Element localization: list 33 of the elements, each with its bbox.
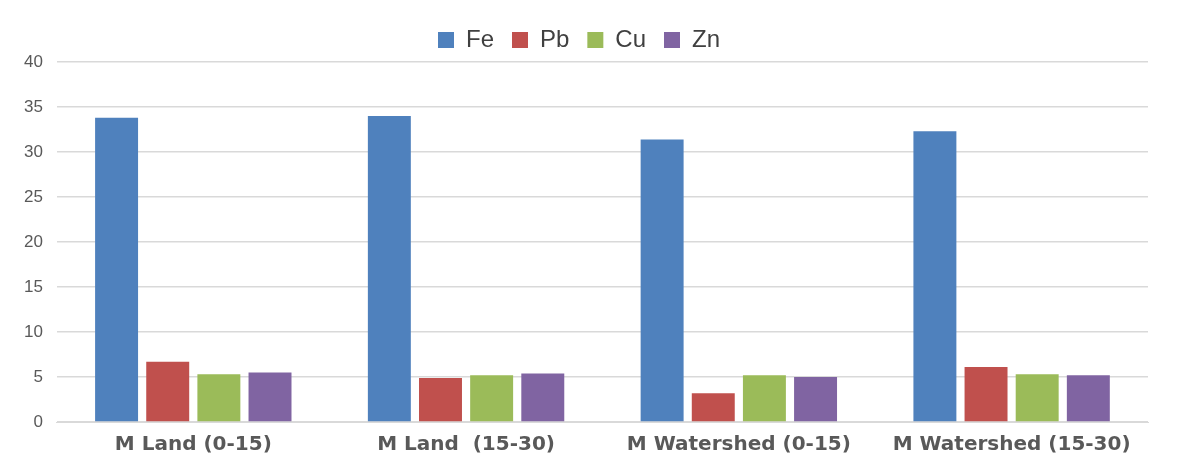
y-tick-label: 15 xyxy=(23,276,43,296)
x-tick-label: M Land (15-30) xyxy=(377,431,555,456)
x-tick-label: M Land (0-15) xyxy=(114,431,272,456)
legend-label: Cu xyxy=(615,24,647,52)
bar xyxy=(248,372,292,422)
y-tick-label: 40 xyxy=(23,51,43,71)
bar xyxy=(197,374,241,422)
bar xyxy=(1066,375,1110,422)
y-tick-label: 25 xyxy=(23,186,43,206)
y-tick-label: 0 xyxy=(33,411,43,431)
y-tick-label: 10 xyxy=(23,321,43,341)
bar xyxy=(367,116,411,422)
bar xyxy=(419,377,462,422)
bar xyxy=(742,375,786,422)
legend-label: Zn xyxy=(692,24,721,52)
bar xyxy=(913,131,957,422)
y-tick-label: 35 xyxy=(23,96,43,116)
x-tick-label: M Watershed (15-30) xyxy=(892,431,1131,456)
y-tick-label: 30 xyxy=(23,141,43,161)
bar xyxy=(794,377,838,422)
x-tick-label: M Watershed (0-15) xyxy=(626,431,851,456)
bar xyxy=(521,373,565,422)
bar xyxy=(146,361,190,422)
bar xyxy=(470,375,514,422)
legend-label: Pb xyxy=(539,24,570,52)
y-tick-label: 5 xyxy=(33,366,43,386)
bar xyxy=(640,139,684,422)
bar xyxy=(964,367,1008,422)
bar xyxy=(95,117,139,422)
y-tick-label: 20 xyxy=(23,231,43,251)
bar xyxy=(691,393,735,422)
bar xyxy=(1015,374,1059,422)
legend-label: Fe xyxy=(465,24,494,52)
